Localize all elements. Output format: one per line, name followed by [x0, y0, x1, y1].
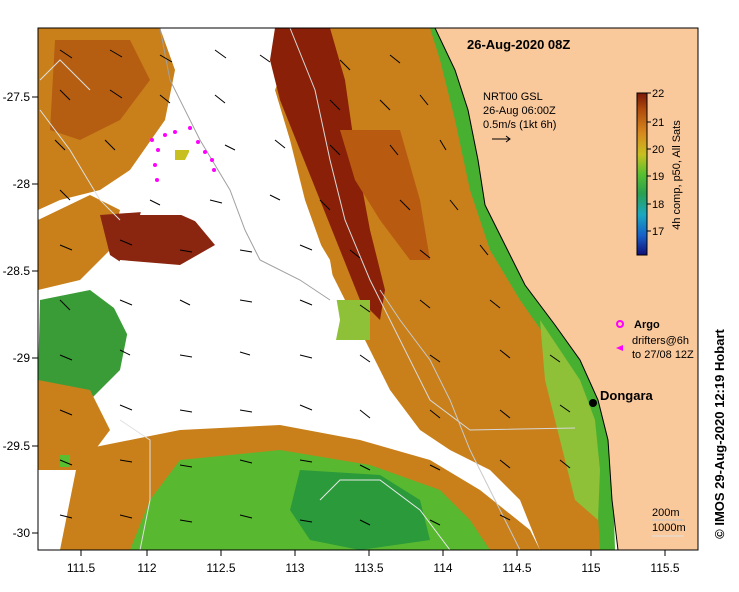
x-tick-label: 111.5: [67, 561, 96, 575]
place-label: Dongara: [600, 388, 654, 403]
y-tick-label: -27.5: [3, 90, 31, 104]
drifter-marker-icon: [616, 345, 623, 351]
argo-marker-icon: [616, 320, 624, 328]
scale-arrow-icon: [492, 135, 511, 143]
colorbar-tick: 20: [652, 144, 664, 156]
drifter-label-2: to 27/08 12Z: [632, 349, 694, 361]
current-legend-line-2: 26-Aug 06:00Z: [483, 105, 556, 117]
land-mass: [434, 28, 698, 550]
x-tick-label: 114.5: [502, 561, 531, 575]
x-tick-label: 112: [137, 561, 156, 575]
plot-frame: [37, 27, 699, 551]
y-tick-label: -29.5: [3, 439, 31, 453]
colorbar-label: 4h comp, p50, All Sats: [671, 120, 683, 230]
colorbar-tick: 17: [652, 226, 664, 238]
x-tick-label: 115: [581, 561, 600, 575]
colorbar-tick: 18: [652, 199, 664, 211]
town-marker-icon: [589, 399, 597, 407]
colorbar-tick: 22: [652, 88, 664, 100]
y-axis-labels: -27.5 -28 -28.5 -29 -29.5 -30: [3, 90, 31, 540]
contour-legend-1000m: 1000m: [652, 522, 686, 534]
y-tick-label: -30: [13, 526, 31, 540]
colorbar: 22 21 20 19 18 17 4h comp, p50, All Sats: [636, 88, 683, 256]
credit-text: © IMOS 29-Aug-2020 12:19 Hobart: [712, 328, 727, 538]
contour-legend-200m: 200m: [652, 507, 680, 519]
x-tick-label: 115.5: [650, 561, 679, 575]
place-dongara: Dongara: [589, 388, 654, 407]
drifter-label-1: drifters@6h: [632, 335, 689, 347]
bathymetry-contours: [39, 28, 576, 550]
cloud-mask: [110, 28, 375, 430]
contour-legend: 200m 1000m: [652, 507, 686, 537]
marker-legend: Argo drifters@6h to 27/08 12Z: [616, 319, 694, 361]
drifter-tracks: [150, 126, 216, 182]
map-plot-area: [38, 28, 698, 550]
colorbar-tick: 21: [652, 117, 664, 129]
colorbar-scale: [636, 92, 648, 256]
colorbar-tick: 19: [652, 171, 664, 183]
current-vectors: [54, 49, 571, 526]
x-tick-label: 113.5: [354, 561, 383, 575]
x-tick-label: 114: [433, 561, 452, 575]
x-tick-label: 112.5: [206, 561, 235, 575]
current-legend-line-3: 0.5m/s (1kt 6h): [483, 119, 556, 131]
x-axis-labels: 111.5 112 112.5 113 113.5 114 114.5 115 …: [67, 561, 680, 575]
current-legend: NRT00 GSL 26-Aug 06:00Z 0.5m/s (1kt 6h): [483, 91, 556, 143]
y-tick-label: -29: [13, 351, 31, 365]
map-title: 26-Aug-2020 08Z: [467, 37, 570, 52]
argo-label: Argo: [634, 319, 660, 331]
axis-ticks: [32, 96, 666, 556]
current-legend-line-1: NRT00 GSL: [483, 91, 543, 103]
x-tick-label: 113: [285, 561, 304, 575]
y-tick-label: -28.5: [3, 264, 31, 278]
y-tick-label: -28: [13, 177, 31, 191]
